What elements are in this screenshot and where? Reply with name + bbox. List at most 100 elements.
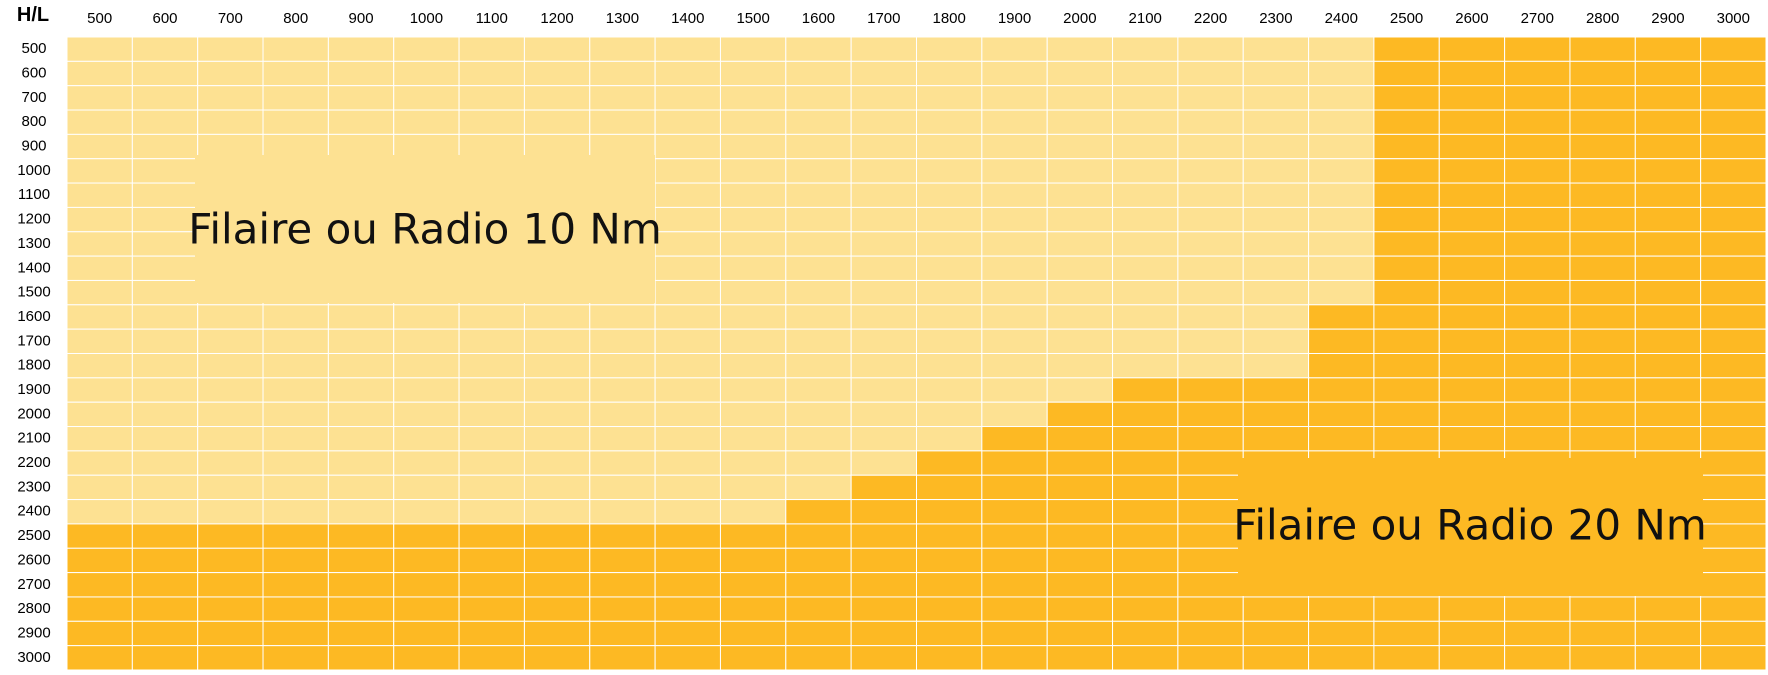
grid-cell-20nm bbox=[1569, 596, 1636, 622]
grid-cell-10nm bbox=[785, 255, 852, 281]
grid-cell-20nm bbox=[1504, 60, 1571, 87]
grid-cell-20nm bbox=[981, 645, 1048, 671]
grid-cell-10nm bbox=[523, 304, 591, 330]
grid-cell-20nm bbox=[131, 572, 199, 598]
grid-cell-10nm bbox=[262, 426, 329, 452]
grid-cell-20nm bbox=[1177, 572, 1244, 598]
grid-cell-10nm bbox=[393, 328, 460, 354]
grid-cell-20nm bbox=[1700, 328, 1767, 354]
grid-cell-10nm bbox=[131, 499, 199, 525]
grid-cell-20nm bbox=[916, 645, 983, 671]
grid-cell-20nm bbox=[1634, 596, 1702, 622]
grid-cell-20nm bbox=[458, 596, 525, 622]
grid-cell-20nm bbox=[1112, 596, 1179, 622]
grid-cell-20nm bbox=[1112, 474, 1179, 501]
grid-cell-20nm bbox=[262, 547, 329, 574]
grid-cell-20nm bbox=[1569, 231, 1636, 257]
grid-cell-10nm bbox=[719, 109, 787, 135]
x-tick-label: 1900 bbox=[998, 10, 1031, 27]
x-tick-label: 3000 bbox=[1717, 10, 1750, 27]
grid-cell-20nm bbox=[66, 547, 133, 574]
grid-cell-10nm bbox=[916, 231, 983, 257]
grid-cell-20nm bbox=[981, 523, 1048, 549]
grid-cell-20nm bbox=[916, 547, 983, 574]
grid-cell-20nm bbox=[916, 474, 983, 501]
grid-cell-10nm bbox=[523, 377, 591, 403]
grid-cell-10nm bbox=[850, 85, 918, 111]
grid-cell-10nm bbox=[850, 450, 918, 476]
grid-cell-20nm bbox=[1308, 328, 1375, 354]
grid-cell-20nm bbox=[1504, 328, 1571, 354]
grid-cell-20nm bbox=[523, 523, 591, 549]
grid-cell-10nm bbox=[1308, 206, 1375, 233]
grid-cell-10nm bbox=[916, 60, 983, 87]
grid-cell-10nm bbox=[916, 328, 983, 354]
grid-cell-10nm bbox=[916, 279, 983, 306]
grid-cell-20nm bbox=[1112, 401, 1179, 428]
grid-cell-10nm bbox=[981, 279, 1048, 306]
grid-cell-20nm bbox=[458, 572, 525, 598]
grid-cell-10nm bbox=[66, 182, 133, 208]
grid-cell-10nm bbox=[523, 474, 591, 501]
grid-cell-10nm bbox=[1177, 231, 1244, 257]
grid-cell-10nm bbox=[197, 353, 264, 379]
grid-cell-20nm bbox=[1634, 255, 1702, 281]
grid-cell-10nm bbox=[131, 450, 199, 476]
grid-cell-20nm bbox=[327, 645, 395, 671]
grid-cell-10nm bbox=[850, 231, 918, 257]
grid-cell-10nm bbox=[131, 60, 199, 87]
grid-cell-10nm bbox=[1046, 109, 1114, 135]
grid-cell-20nm bbox=[1634, 60, 1702, 87]
grid-cell-10nm bbox=[785, 158, 852, 184]
grid-cell-20nm bbox=[393, 572, 460, 598]
grid-cell-20nm bbox=[1634, 377, 1702, 403]
grid-cell-10nm bbox=[1242, 304, 1310, 330]
grid-cell-20nm bbox=[66, 645, 133, 671]
y-tick-label: 1900 bbox=[17, 381, 50, 398]
grid-cell-20nm bbox=[1569, 620, 1636, 647]
grid-cell-20nm bbox=[850, 620, 918, 647]
x-tick-label: 1600 bbox=[802, 10, 835, 27]
grid-cell-10nm bbox=[197, 328, 264, 354]
grid-cell-10nm bbox=[916, 85, 983, 111]
grid-cell-20nm bbox=[1504, 231, 1571, 257]
grid-cell-20nm bbox=[589, 547, 656, 574]
grid-cell-20nm bbox=[262, 645, 329, 671]
grid-cell-10nm bbox=[850, 279, 918, 306]
grid-cell-10nm bbox=[197, 304, 264, 330]
grid-cell-20nm bbox=[1504, 182, 1571, 208]
grid-cell-10nm bbox=[981, 206, 1048, 233]
grid-cell-20nm bbox=[393, 547, 460, 574]
grid-cell-20nm bbox=[1046, 620, 1114, 647]
grid-cell-20nm bbox=[1438, 279, 1506, 306]
grid-cell-10nm bbox=[1308, 133, 1375, 160]
grid-cell-10nm bbox=[916, 133, 983, 160]
grid-cell-20nm bbox=[1177, 523, 1244, 549]
grid-cell-20nm bbox=[197, 547, 264, 574]
grid-cell-10nm bbox=[197, 426, 264, 452]
grid-cell-10nm bbox=[654, 499, 721, 525]
grid-cell-20nm bbox=[1569, 182, 1636, 208]
grid-cell-10nm bbox=[1308, 85, 1375, 111]
grid-cell-20nm bbox=[1308, 304, 1375, 330]
grid-cell-10nm bbox=[785, 401, 852, 428]
grid-cell-10nm bbox=[262, 133, 329, 160]
grid-cell-10nm bbox=[719, 377, 787, 403]
grid-cell-10nm bbox=[981, 85, 1048, 111]
grid-cell-10nm bbox=[523, 426, 591, 452]
grid-cell-20nm bbox=[1046, 426, 1114, 452]
grid-cell-10nm bbox=[197, 36, 264, 62]
grid-cell-10nm bbox=[850, 36, 918, 62]
x-tick-label: 2200 bbox=[1194, 10, 1227, 27]
grid-cell-20nm bbox=[197, 596, 264, 622]
grid-cell-20nm bbox=[981, 547, 1048, 574]
corner-label: H/L bbox=[17, 4, 49, 26]
grid-cell-20nm bbox=[1569, 304, 1636, 330]
grid-cell-10nm bbox=[262, 60, 329, 87]
grid-cell-20nm bbox=[1438, 426, 1506, 452]
grid-cell-10nm bbox=[262, 401, 329, 428]
grid-cell-10nm bbox=[66, 206, 133, 233]
grid-cell-10nm bbox=[327, 450, 395, 476]
grid-cell-20nm bbox=[66, 572, 133, 598]
grid-cell-10nm bbox=[327, 401, 395, 428]
